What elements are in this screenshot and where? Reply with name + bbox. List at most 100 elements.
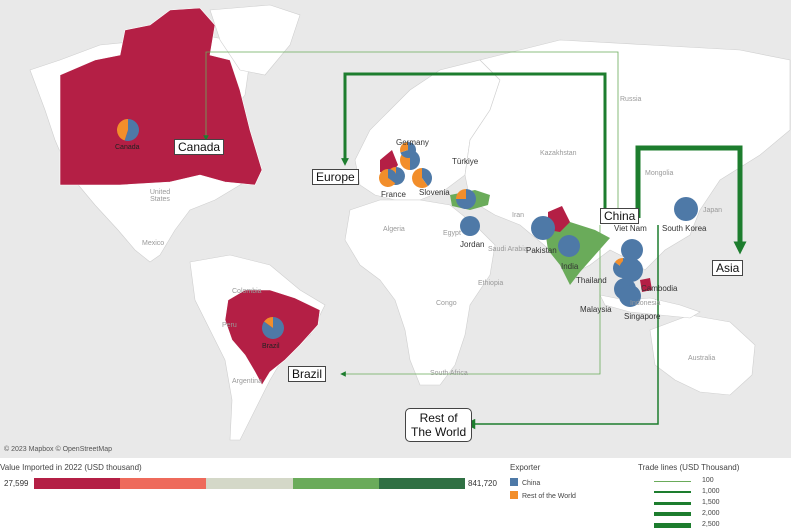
region-canada[interactable]: Canada — [174, 139, 225, 155]
pie-slice-china — [558, 235, 580, 257]
label-france: France — [381, 190, 406, 199]
value-color-bar — [34, 478, 466, 489]
geo-label-united-states: United States — [149, 189, 171, 203]
region-europe[interactable]: Europe — [312, 169, 359, 185]
pie-t-rkiye[interactable] — [456, 189, 476, 209]
pie-slice-rest — [456, 189, 466, 199]
land-africa — [344, 199, 496, 386]
land-greenland — [209, 4, 301, 76]
geo-label-argentina: Argentina — [232, 378, 262, 385]
value-legend-max: 841,720 — [468, 479, 497, 488]
pie-slovenia[interactable] — [411, 168, 432, 189]
value-legend-title: Value Imported in 2022 (USD thousand) — [0, 463, 142, 472]
geo-label-iran: Iran — [512, 212, 525, 219]
label-canada: Canada — [115, 144, 140, 151]
exporter-swatch-china — [510, 478, 518, 486]
pie-cambodia[interactable] — [619, 258, 643, 282]
pie-slice-china — [619, 285, 641, 307]
geo-label-saudi-arabia: Saudi Arabia — [488, 246, 528, 253]
trade-line-swatch — [654, 512, 691, 516]
region-asia[interactable]: Asia — [712, 260, 744, 276]
geo-label-south-africa: South Africa — [430, 370, 468, 377]
pie-slice-china — [422, 168, 432, 187]
pie-brazil[interactable] — [262, 317, 284, 339]
trade-item-1000: 1,000 — [654, 488, 764, 497]
label-brazil: Brazil — [262, 343, 280, 350]
pie-slice-china — [619, 258, 643, 282]
pie-slice-china — [621, 239, 643, 261]
label-vietnam: Viet Nam — [614, 224, 647, 233]
pie-layer — [117, 119, 698, 339]
geo-label-egypt: Egypt — [443, 230, 461, 237]
pie-slice-rest — [379, 169, 396, 187]
pie-slice-rest — [117, 119, 128, 141]
pie-slice-china — [460, 216, 480, 236]
trade-lines — [203, 51, 747, 430]
trade-item-label: 1,500 — [702, 499, 720, 506]
label-jordan: Jordan — [460, 240, 485, 249]
pie-south-korea[interactable] — [674, 197, 698, 221]
label-singapore: Singapore — [624, 312, 661, 321]
value-swatch-2 — [120, 478, 207, 489]
value-swatch-5 — [378, 478, 466, 489]
pie-slice-rest — [411, 168, 428, 189]
world-map[interactable]: Russia United States Mexico Colombia Per… — [0, 0, 791, 458]
pie-pakistan[interactable] — [531, 216, 555, 240]
value-swatch-4 — [292, 478, 379, 489]
land-australia — [649, 314, 756, 396]
pie-france[interactable] — [379, 169, 397, 187]
pie-viet-nam[interactable] — [621, 239, 643, 261]
trade-line-swatch — [654, 502, 691, 505]
exporter-legend: Exporter China Rest of the World — [510, 463, 576, 500]
trade-line-swatch — [654, 481, 691, 482]
exporter-item-china[interactable]: China — [510, 478, 540, 487]
pie-france-2-[interactable] — [400, 142, 416, 158]
value-swatch-3 — [206, 478, 293, 489]
exporter-legend-title: Exporter — [510, 463, 541, 472]
trade-line-europe — [341, 72, 607, 210]
region-brazil[interactable]: Brazil — [288, 366, 327, 382]
trade-item-label: 100 — [702, 477, 714, 484]
trade-item-label: 2,000 — [702, 510, 720, 517]
label-south-korea: South Korea — [662, 224, 707, 233]
geo-label-congo: Congo — [436, 300, 457, 307]
geo-label-kazakhstan: Kazakhstan — [540, 150, 577, 157]
label-malaysia: Malaysia — [580, 305, 612, 314]
label-cambodia: Cambodia — [641, 284, 678, 293]
label-india: India — [561, 262, 579, 271]
trade-item-2000: 2,000 — [654, 510, 764, 519]
value-swatch-1 — [34, 478, 121, 489]
label-slovenia: Slovenia — [419, 188, 450, 197]
trade-item-2500: 2,500 — [654, 521, 764, 530]
pie-slice-china — [674, 197, 698, 221]
geo-label-russia: Russia — [620, 96, 642, 103]
exporter-label-rest: Rest of the World — [522, 493, 576, 500]
pie-jordan[interactable] — [460, 216, 480, 236]
geo-label-peru: Peru — [222, 322, 237, 329]
geo-label-ethiopia: Ethiopia — [478, 280, 504, 287]
geo-label-indonesia: Indonesia — [630, 300, 661, 307]
geo-label-colombia: Colombia — [232, 288, 262, 295]
map-attribution[interactable]: © 2023 Mapbox © OpenStreetMap — [4, 446, 112, 453]
pie-singapore[interactable] — [619, 285, 641, 307]
label-turkiye: Türkiye — [452, 157, 479, 166]
trade-legend-title: Trade lines (USD Thousand) — [638, 463, 740, 472]
pie-canada[interactable] — [117, 119, 139, 142]
country-india — [545, 222, 610, 285]
trade-line-swatch — [654, 523, 691, 528]
region-china[interactable]: China — [600, 208, 640, 224]
label-germany: Germany — [396, 138, 429, 147]
trade-lines-legend: Trade lines (USD Thousand) 100 1,000 1,5… — [638, 463, 740, 528]
pie-slice-china — [400, 142, 416, 158]
geo-label-japan: Japan — [703, 207, 723, 214]
pie-slice-china — [388, 169, 397, 184]
exporter-label-china: China — [522, 480, 541, 487]
exporter-item-rest[interactable]: Rest of the World — [510, 491, 576, 500]
exporter-swatch-rest — [510, 491, 518, 499]
pie-india[interactable] — [558, 235, 580, 257]
trade-item-label: 1,000 — [702, 488, 720, 495]
trade-item-100: 100 — [654, 477, 764, 486]
country-cambodia — [640, 278, 652, 292]
region-rest-of-world[interactable]: Rest of The World — [405, 408, 473, 442]
value-legend-min: 27,599 — [4, 479, 29, 488]
